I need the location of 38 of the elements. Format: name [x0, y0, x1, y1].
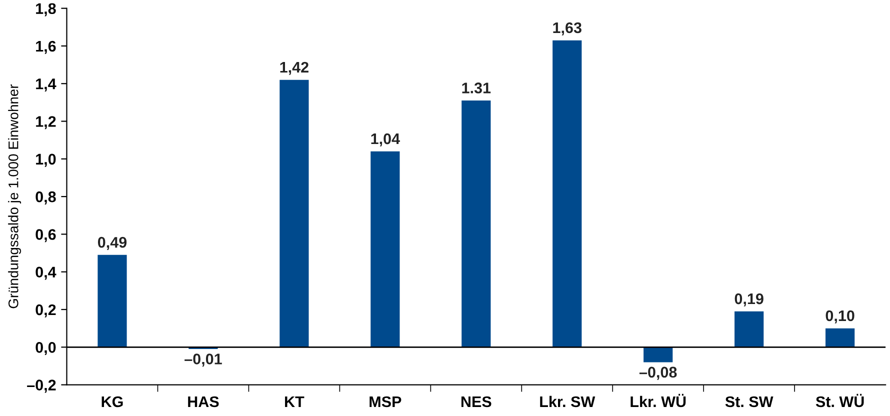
data-label: 1,42 [280, 62, 308, 75]
data-label: 1,63 [553, 22, 582, 36]
x-tick-label: Lkr. WÜ [630, 394, 686, 408]
y-tick-label: –0,2 [27, 380, 56, 393]
bar [280, 80, 309, 348]
bar [826, 328, 855, 348]
y-tick-label: 0,2 [36, 304, 56, 318]
x-tick-label: MSP [370, 396, 402, 408]
y-tick-label: 0,6 [36, 229, 56, 242]
data-label: 0,49 [98, 236, 127, 250]
data-label: 1.31 [462, 82, 491, 94]
data-label: 0,19 [734, 293, 764, 306]
data-label: 0,10 [826, 310, 854, 324]
y-tick-label: 1,2 [36, 116, 56, 130]
y-tick-label: 1,8 [36, 3, 56, 16]
y-tick-label: 0,8 [36, 191, 56, 204]
x-tick-label: Lkr. SW [540, 396, 596, 408]
y-tick-label: 1,6 [36, 40, 56, 54]
bar [462, 100, 491, 348]
x-tick-label: NES [461, 396, 492, 408]
x-tick-label: KT [285, 396, 304, 407]
y-tick-label: 1,4 [36, 78, 56, 92]
x-tick-label: St. WÜ [816, 394, 864, 408]
y-tick-label: 1,0 [36, 154, 56, 167]
x-tick-label: KG [102, 396, 123, 408]
bar [370, 151, 400, 348]
bar [98, 254, 127, 348]
y-axis-title: Gründungssaldo je 1.000 Einwohner [8, 84, 22, 308]
y-tick-label: 0,4 [36, 266, 56, 280]
x-tick-label: St. SW [725, 396, 774, 408]
data-label: –0,08 [639, 366, 677, 380]
bar [644, 347, 673, 362]
y-tick-label: 0,0 [36, 342, 56, 356]
x-tick-label: HAS [188, 396, 219, 408]
data-label: 1,04 [371, 133, 400, 146]
data-label: –0,01 [184, 354, 222, 367]
bar [734, 311, 764, 348]
bar [552, 40, 582, 348]
